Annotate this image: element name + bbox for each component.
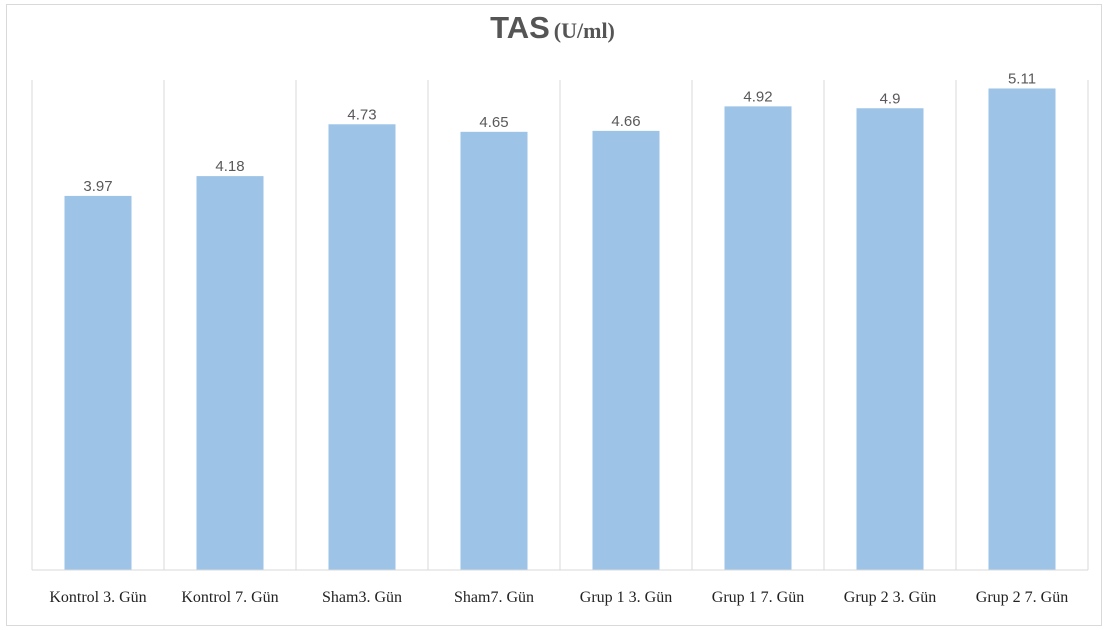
bar — [64, 195, 132, 570]
bar — [460, 131, 528, 571]
data-label: 4.73 — [347, 106, 376, 123]
category-label: Grup 1 7. Gün — [712, 589, 804, 606]
category-label: Sham3. Gün — [322, 589, 402, 606]
chart-title-unit: (U/ml) — [553, 18, 615, 43]
data-label: 4.92 — [743, 88, 772, 105]
bar — [724, 106, 792, 570]
data-label: 4.18 — [215, 158, 244, 175]
bar — [592, 130, 660, 570]
bar — [196, 176, 264, 570]
data-label: 4.9 — [880, 90, 901, 107]
category-label: Kontrol 7. Gün — [181, 589, 278, 606]
bar — [328, 124, 396, 571]
data-label: 4.66 — [611, 113, 640, 130]
category-label: Kontrol 3. Gün — [49, 589, 146, 606]
data-label: 4.65 — [479, 114, 508, 131]
category-label: Grup 2 7. Gün — [976, 589, 1068, 606]
chart-title: TAS (U/ml) — [0, 10, 1105, 46]
bar — [988, 88, 1056, 570]
category-label: Grup 2 3. Gün — [844, 589, 936, 606]
category-label: Sham7. Gün — [454, 589, 534, 606]
chart-title-text: TAS — [490, 10, 550, 45]
category-label: Grup 1 3. Gün — [580, 589, 672, 606]
data-label: 5.11 — [1008, 70, 1036, 87]
bar — [856, 108, 924, 571]
data-label: 3.97 — [83, 178, 112, 195]
